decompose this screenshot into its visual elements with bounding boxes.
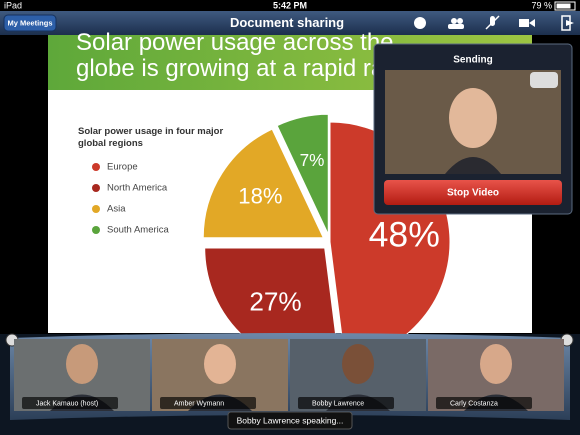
battery-level xyxy=(556,3,571,9)
participant-name-badge xyxy=(298,397,394,409)
slice-label: 7% xyxy=(300,150,325,170)
battery-text: 79 % xyxy=(531,0,552,10)
video-icon[interactable] xyxy=(519,19,529,27)
participant-name-badge xyxy=(160,397,256,409)
participant-name: Amber Wymann xyxy=(174,400,224,407)
legend-dot xyxy=(92,184,100,192)
slice-label: 48% xyxy=(369,215,440,255)
pie-slice xyxy=(202,128,325,239)
slide-title: Solar power usage across the globe is gr… xyxy=(76,30,405,82)
nav-title: Document sharing xyxy=(230,15,344,30)
my-meetings-label: My Meetings xyxy=(7,18,52,27)
participant-name: Carly Costanza xyxy=(450,400,498,407)
participants-icon[interactable] xyxy=(451,18,457,24)
slide-subtitle: Solar power usage in four major global r… xyxy=(78,126,224,149)
legend-dot xyxy=(92,226,100,234)
legend-label: North America xyxy=(107,183,168,194)
slice-label: 18% xyxy=(238,184,282,209)
self-video-body xyxy=(445,157,501,174)
video-panel-header: Sending xyxy=(453,55,492,66)
speaking-label: Bobby Lawrence speaking... xyxy=(237,415,344,425)
legend-label: South America xyxy=(107,225,169,236)
participant-face xyxy=(204,344,236,384)
participant-name-badge xyxy=(436,397,532,409)
video-icon-lens xyxy=(529,19,535,27)
participants-icon-body xyxy=(448,24,464,29)
stop-video-label: Stop Video xyxy=(447,188,499,199)
clock: 5:42 PM xyxy=(273,0,307,10)
participant-name: Jack Kamauo (host) xyxy=(36,400,98,407)
participants-icon-2 xyxy=(457,18,463,24)
carrier: iPad xyxy=(4,0,22,10)
speaking-badge xyxy=(227,411,353,430)
legend-dot xyxy=(92,205,100,213)
nav-bar xyxy=(0,11,580,35)
slide-title-box: Solar power usage across the globe is gr… xyxy=(76,30,405,82)
pie-slice xyxy=(276,113,329,235)
my-meetings-button[interactable] xyxy=(3,14,57,32)
switch-camera-button[interactable] xyxy=(530,72,558,88)
stop-video-button[interactable] xyxy=(384,180,562,205)
info-icon[interactable] xyxy=(414,17,426,29)
participant-face xyxy=(480,344,512,384)
participant-name: Bobby Lawrence xyxy=(312,400,364,407)
participant-name-badge xyxy=(22,397,118,409)
leave-arrow xyxy=(566,20,574,26)
mic-mute-slash xyxy=(485,15,500,30)
status-bar xyxy=(0,0,580,11)
legend-dot xyxy=(92,163,100,171)
battery-icon xyxy=(554,1,576,11)
participant-face xyxy=(66,344,98,384)
slice-label: 27% xyxy=(249,287,301,317)
slide-subtitle-box: Solar power usage in four major global r… xyxy=(78,126,224,149)
legend-label: Europe xyxy=(107,162,138,173)
self-video-face xyxy=(449,88,497,148)
legend-label: Asia xyxy=(107,204,126,215)
participant-face xyxy=(342,344,374,384)
